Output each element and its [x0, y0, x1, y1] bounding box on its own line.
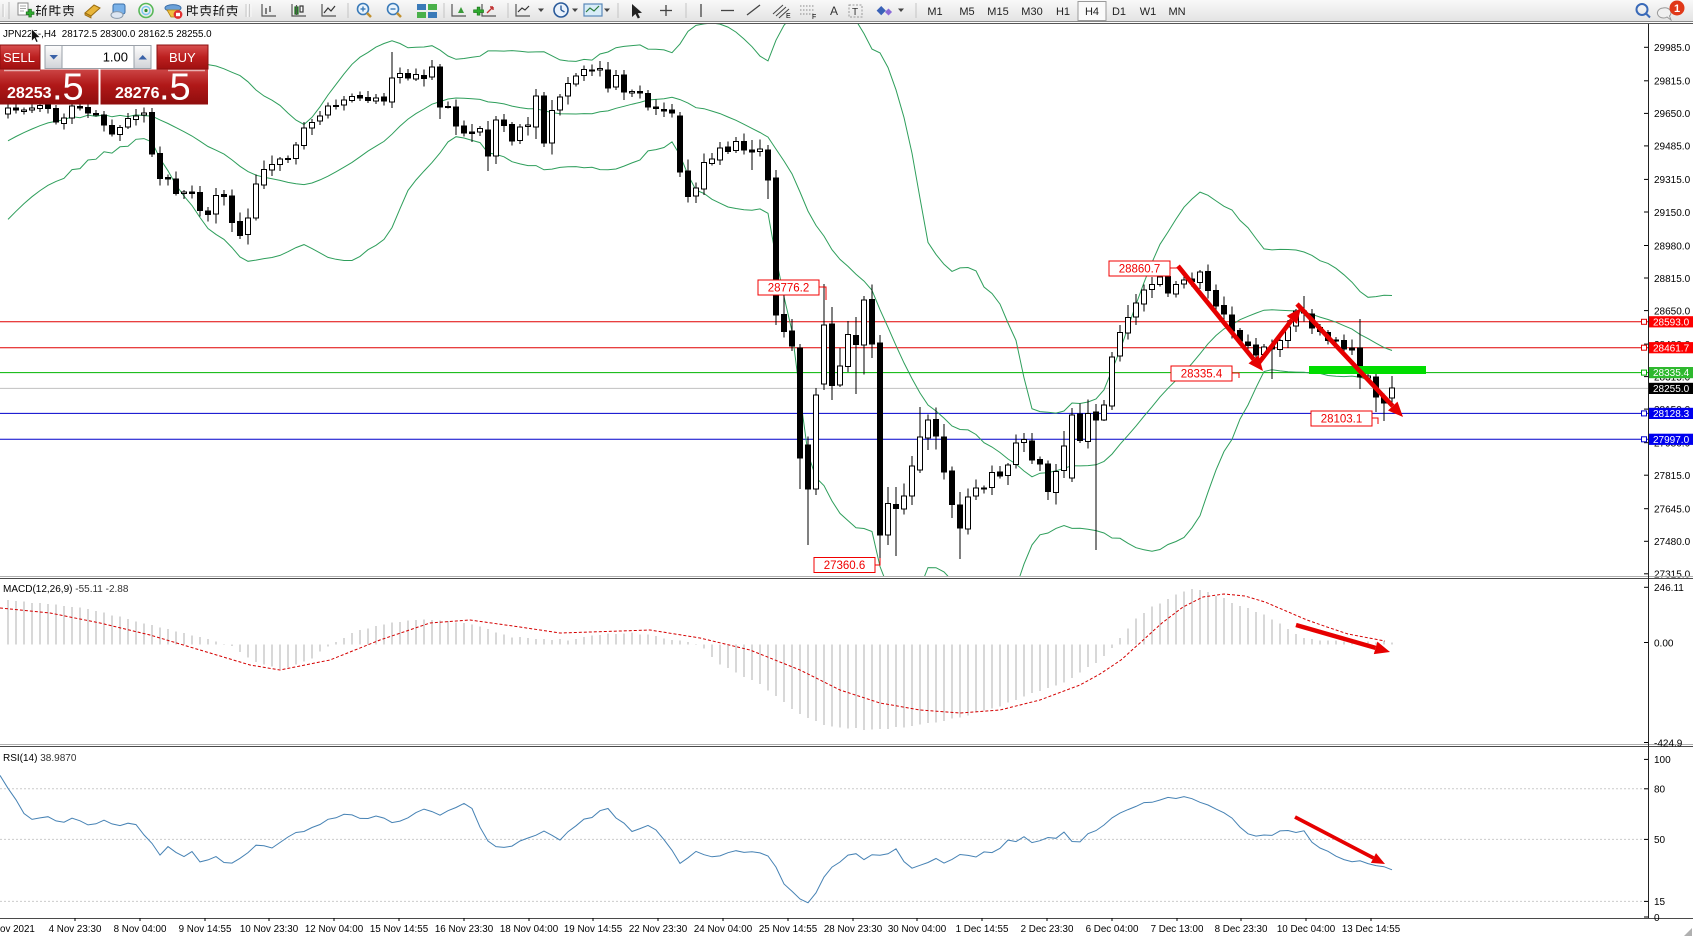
- svg-text:28276: 28276: [115, 85, 160, 102]
- svg-text:19 Nov 14:55: 19 Nov 14:55: [564, 924, 623, 935]
- svg-text:7 Dec 13:00: 7 Dec 13:00: [1151, 924, 1204, 935]
- svg-text:-424.9: -424.9: [1654, 738, 1683, 749]
- svg-text:29485.0: 29485.0: [1654, 142, 1691, 153]
- svg-text:1 Dec 14:55: 1 Dec 14:55: [956, 924, 1009, 935]
- svg-text:4 Nov 23:30: 4 Nov 23:30: [49, 924, 102, 935]
- svg-text:0: 0: [1654, 913, 1660, 924]
- svg-text:H4: H4: [1085, 6, 1099, 18]
- svg-text:M15: M15: [987, 6, 1008, 18]
- svg-text:28335.4: 28335.4: [1653, 368, 1690, 379]
- svg-text:30 Nov 04:00: 30 Nov 04:00: [888, 924, 947, 935]
- svg-text:27480.0: 27480.0: [1654, 537, 1691, 548]
- svg-text:29315.0: 29315.0: [1654, 175, 1691, 186]
- svg-text:50: 50: [1654, 835, 1666, 846]
- svg-text:29150.0: 29150.0: [1654, 208, 1691, 219]
- svg-text:15: 15: [1654, 897, 1666, 908]
- svg-text:8 Nov 04:00: 8 Nov 04:00: [114, 924, 167, 935]
- svg-text:10 Dec 04:00: 10 Dec 04:00: [1277, 924, 1336, 935]
- svg-text:2 Dec 23:30: 2 Dec 23:30: [1021, 924, 1074, 935]
- svg-text:0.00: 0.00: [1654, 638, 1674, 649]
- svg-text:28 Nov 23:30: 28 Nov 23:30: [824, 924, 883, 935]
- svg-text:27315.0: 27315.0: [1654, 570, 1691, 581]
- svg-text:246.11: 246.11: [1654, 583, 1684, 594]
- svg-text:.5: .5: [159, 67, 191, 109]
- svg-text:28255.0: 28255.0: [1653, 384, 1690, 395]
- svg-text:M30: M30: [1021, 6, 1042, 18]
- svg-text:A: A: [830, 4, 838, 18]
- svg-text:6 Dec 04:00: 6 Dec 04:00: [1086, 924, 1139, 935]
- svg-text:BUY: BUY: [169, 50, 196, 65]
- svg-text:M1: M1: [927, 6, 942, 18]
- svg-text:28650.0: 28650.0: [1654, 306, 1691, 317]
- svg-text:27997.0: 27997.0: [1653, 435, 1690, 446]
- svg-text:100: 100: [1654, 755, 1671, 766]
- svg-text:M5: M5: [959, 6, 974, 18]
- svg-text:D1: D1: [1112, 6, 1126, 18]
- svg-text:22 Nov 23:30: 22 Nov 23:30: [629, 924, 688, 935]
- svg-text:29650.0: 29650.0: [1654, 109, 1691, 120]
- svg-text:9 Nov 14:55: 9 Nov 14:55: [179, 924, 232, 935]
- svg-text:8 Dec 23:30: 8 Dec 23:30: [1215, 924, 1268, 935]
- svg-text:1: 1: [1674, 3, 1680, 15]
- svg-text:28128.3: 28128.3: [1653, 409, 1690, 420]
- svg-text:28776.2: 28776.2: [768, 283, 810, 295]
- svg-text:T: T: [852, 7, 858, 18]
- svg-text:.5: .5: [52, 67, 84, 109]
- svg-text:28980.0: 28980.0: [1654, 241, 1691, 252]
- svg-text:SELL: SELL: [3, 50, 35, 65]
- svg-text:12 Nov 04:00: 12 Nov 04:00: [305, 924, 364, 935]
- svg-text:28103.1: 28103.1: [1321, 414, 1363, 426]
- svg-text:15 Nov 14:55: 15 Nov 14:55: [370, 924, 429, 935]
- svg-text:F: F: [812, 14, 816, 21]
- svg-text:28335.4: 28335.4: [1181, 369, 1223, 381]
- svg-text:29815.0: 29815.0: [1654, 77, 1691, 88]
- svg-text:27815.0: 27815.0: [1654, 471, 1691, 482]
- svg-text:25 Nov 14:55: 25 Nov 14:55: [759, 924, 818, 935]
- svg-text:16 Nov 23:30: 16 Nov 23:30: [435, 924, 494, 935]
- svg-text:27360.6: 27360.6: [824, 560, 866, 572]
- svg-text:27645.0: 27645.0: [1654, 505, 1691, 516]
- svg-text:13 Dec 14:55: 13 Dec 14:55: [1342, 924, 1401, 935]
- svg-text:18 Nov 04:00: 18 Nov 04:00: [500, 924, 559, 935]
- svg-text:28815.0: 28815.0: [1654, 274, 1691, 285]
- svg-text:MN: MN: [1168, 6, 1185, 18]
- svg-text:28860.7: 28860.7: [1119, 264, 1161, 276]
- svg-text:28593.0: 28593.0: [1653, 317, 1690, 328]
- svg-text:1.00: 1.00: [103, 50, 128, 65]
- svg-text:24 Nov 04:00: 24 Nov 04:00: [694, 924, 753, 935]
- svg-text:H1: H1: [1056, 6, 1070, 18]
- svg-text:ov 2021: ov 2021: [0, 924, 35, 935]
- svg-text:29985.0: 29985.0: [1654, 43, 1691, 54]
- svg-text:RSI(14) 38.9870: RSI(14) 38.9870: [3, 753, 77, 764]
- svg-text:JPN225-,H4 28172.5 28300.0 28: JPN225-,H4 28172.5 28300.0 28162.5 28255…: [3, 29, 212, 40]
- svg-text:80: 80: [1654, 785, 1666, 796]
- svg-text:W1: W1: [1140, 6, 1157, 18]
- svg-text:E: E: [786, 13, 791, 20]
- svg-text:10 Nov 23:30: 10 Nov 23:30: [240, 924, 299, 935]
- svg-text:28253: 28253: [7, 85, 52, 102]
- svg-text:28461.7: 28461.7: [1653, 343, 1690, 354]
- svg-text:MACD(12,26,9) -55.11 -2.88: MACD(12,26,9) -55.11 -2.88: [3, 584, 129, 595]
